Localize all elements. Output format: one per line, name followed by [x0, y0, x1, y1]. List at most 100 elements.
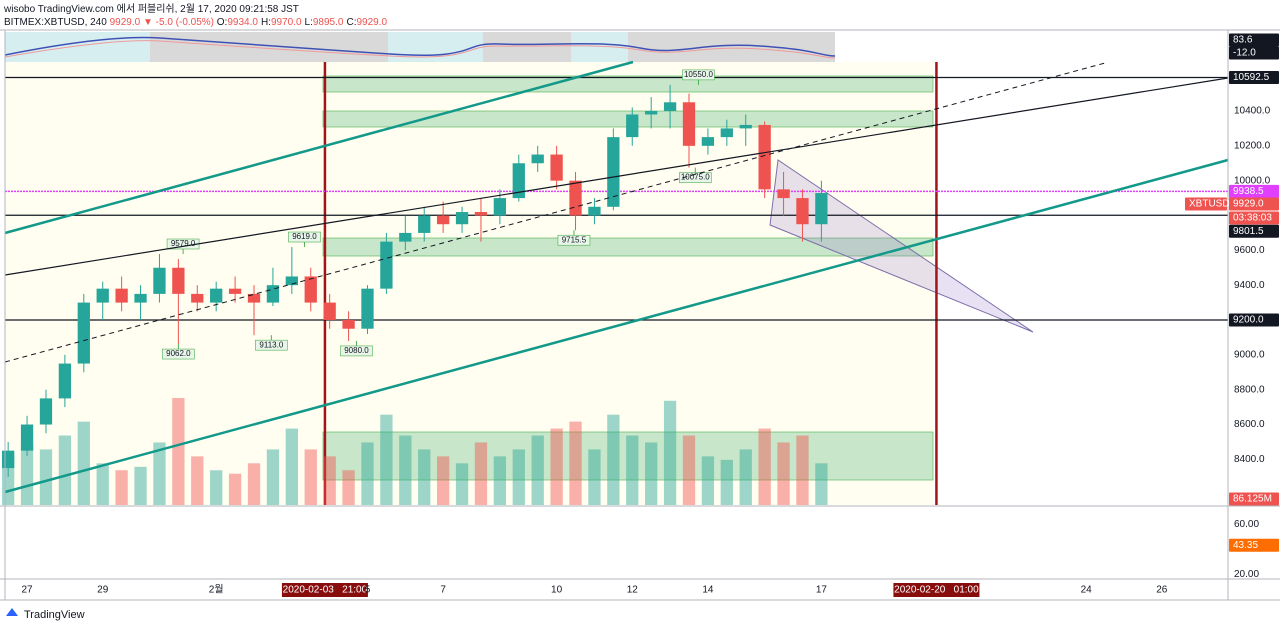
osc-tag: -12.0 — [1233, 48, 1256, 59]
candle-body — [626, 114, 639, 138]
callout-label: 9113.0 — [259, 340, 283, 349]
volume-bar — [720, 459, 733, 505]
x-tick-label: 26 — [1156, 585, 1168, 596]
volume-bar — [210, 470, 223, 505]
candle-body — [588, 206, 601, 216]
candle-body — [172, 267, 185, 294]
volume-bar — [77, 421, 90, 505]
candle-body — [418, 215, 431, 233]
header: wisobo TradingView.com 에서 퍼블리쉬, 2월 17, 2… — [4, 3, 390, 29]
candle-body — [399, 232, 412, 242]
last-price: 9929.0 — [109, 17, 141, 28]
trend-line — [4, 60, 634, 235]
ohlc: O:9934.0 H:9970.0 L:9895.0 C:9929.0 — [217, 17, 390, 28]
candle-body — [474, 212, 488, 216]
callout-box — [288, 231, 321, 243]
change: ▼ -5.0 (-0.05%) — [142, 17, 214, 28]
price-tag-bg — [1229, 197, 1279, 211]
candle-body — [493, 198, 507, 216]
candle-body — [645, 110, 658, 115]
symbol-tag: XBTUSD — [1189, 199, 1230, 210]
volume-bar — [342, 470, 355, 505]
callout-box — [340, 345, 373, 357]
candle-body — [380, 241, 393, 289]
callout-box — [557, 234, 591, 246]
callout-box — [255, 339, 288, 351]
x-tick-label: 5 — [365, 585, 371, 596]
price-tag-bg — [1229, 70, 1279, 84]
candle-body — [247, 293, 261, 303]
x-tick-label: 29 — [97, 585, 109, 596]
volume-bar — [531, 435, 544, 505]
volume-bar — [796, 435, 809, 505]
candle-body — [777, 189, 790, 199]
ohlc-value: 9929.0 — [356, 17, 388, 28]
y-tick-label: 8400.0 — [1234, 454, 1265, 465]
candle-body — [323, 302, 336, 321]
publish-line: wisobo TradingView.com 에서 퍼블리쉬, 2월 17, 2… — [4, 4, 299, 15]
candle-body — [550, 154, 563, 181]
volume-bar — [247, 463, 261, 505]
trend-line — [4, 77, 1229, 276]
volume-bar — [323, 456, 336, 505]
candle-body — [796, 198, 809, 225]
candle-body — [96, 288, 109, 303]
trend-line — [4, 62, 1106, 363]
x-tick-label: 14 — [702, 585, 714, 596]
rsi-tag-bg — [1229, 538, 1279, 552]
callout-label: 9715.5 — [562, 235, 587, 244]
ohlc-key: H: — [260, 17, 271, 28]
price-tag-bg — [1229, 313, 1279, 327]
candle-body — [455, 212, 469, 225]
volume-bar — [815, 463, 828, 505]
candle-body — [39, 398, 53, 425]
callout-label: 9080.0 — [344, 346, 369, 355]
candle-body — [739, 124, 752, 129]
countdown: 03:38:03 — [1233, 213, 1272, 224]
x-tick-label: 24 — [1081, 585, 1093, 596]
volume-bar — [512, 449, 525, 505]
candle-body — [58, 363, 72, 399]
candle-body — [512, 163, 525, 199]
candle-body — [607, 137, 620, 207]
ohlc-value: 9934.0 — [227, 17, 258, 28]
osc-tag-bg — [1229, 46, 1279, 60]
price-tag: 9938.5 — [1233, 186, 1264, 197]
candle-body — [663, 102, 677, 111]
candle-body — [304, 276, 317, 303]
y-tick-label: 9000.0 — [1234, 349, 1265, 360]
price-tag: 9801.5 — [1233, 226, 1264, 237]
volume-bar — [436, 456, 450, 505]
zone-clear — [933, 62, 1228, 505]
volume-bar — [777, 442, 790, 505]
candle-body — [436, 215, 450, 225]
volume-zone — [322, 431, 934, 481]
ohlc-key: L: — [304, 17, 313, 28]
volume-bar — [569, 421, 582, 505]
candle-body — [115, 288, 128, 303]
volume-bar — [626, 435, 639, 505]
volume-bar — [115, 470, 128, 505]
price-tag: 9200.0 — [1233, 315, 1264, 326]
y-tick-label: 10000.0 — [1234, 175, 1271, 186]
rsi-tick-label: 20.00 — [1234, 569, 1259, 580]
rsi-pane — [5, 508, 1228, 577]
volume-bar — [304, 449, 317, 505]
ohlc-value: 9970.0 — [270, 17, 302, 28]
volume-bar — [96, 463, 109, 505]
symbol-tag-bg — [1185, 197, 1227, 211]
volume-bar — [758, 428, 771, 505]
candle-body — [720, 128, 733, 138]
candle-body — [153, 267, 166, 294]
volume-bar — [399, 435, 412, 505]
osc-tag: 83.6 — [1233, 35, 1253, 46]
candle-body — [682, 102, 696, 146]
candle-body — [228, 288, 242, 294]
date-label-bg — [281, 583, 368, 597]
volume-bar — [285, 428, 298, 505]
volume-tag: 86.125M — [1233, 494, 1272, 505]
volume-bar — [418, 449, 431, 505]
volume-bar — [455, 463, 469, 505]
volume-bar — [645, 442, 658, 505]
